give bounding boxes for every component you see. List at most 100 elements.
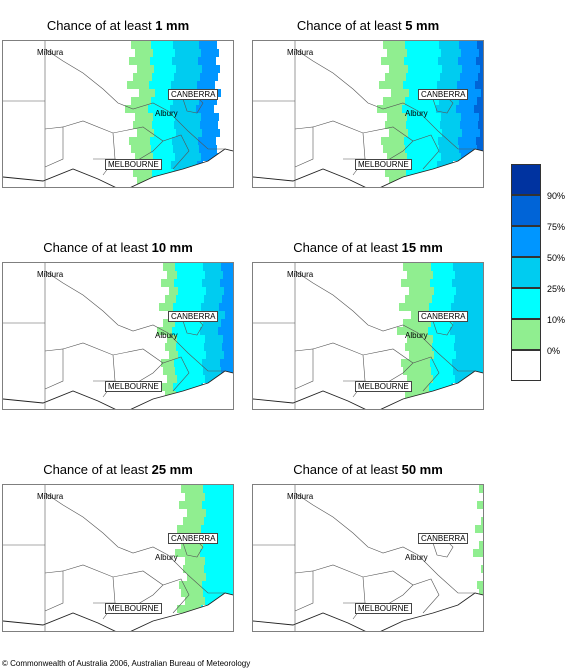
boundary-line xyxy=(312,120,440,170)
ocean-area xyxy=(253,371,483,409)
legend-tick: 10% xyxy=(547,315,566,325)
probability-cell xyxy=(474,105,483,113)
probability-cell xyxy=(139,89,155,97)
rainfall-probability-map: Mildura CANBERRA Albury MELBOURNE xyxy=(252,262,484,410)
probability-cell xyxy=(429,383,451,391)
probability-cell xyxy=(477,41,483,49)
rainfall-probability-map: Mildura CANBERRA Albury MELBOURNE xyxy=(252,484,484,632)
probability-cell xyxy=(148,105,170,113)
probability-cell xyxy=(169,287,178,295)
probability-cell xyxy=(175,153,201,161)
probability-cell xyxy=(223,335,233,343)
probability-cell xyxy=(432,343,454,351)
place-label-mildura: Mildura xyxy=(287,270,314,279)
probability-cell xyxy=(163,367,175,375)
probability-cell xyxy=(173,383,201,391)
probability-cell xyxy=(477,501,483,509)
boundary-line xyxy=(312,564,440,614)
legend-swatch-75-90 xyxy=(511,195,541,226)
probability-cell xyxy=(135,113,153,121)
probability-cell xyxy=(430,279,452,287)
legend-tick: 50% xyxy=(547,253,566,263)
probability-cell xyxy=(150,137,172,145)
probability-cell xyxy=(457,81,475,89)
probability-cell xyxy=(222,343,233,351)
panel-title: Chance of at least 1 mm xyxy=(46,18,190,33)
probability-cell xyxy=(381,137,404,145)
probability-cell xyxy=(479,541,483,549)
probability-cell xyxy=(407,271,433,279)
coastline xyxy=(3,148,233,187)
probability-cell xyxy=(459,97,477,105)
probability-cell xyxy=(181,589,203,597)
probability-cell xyxy=(460,73,478,81)
probability-cell xyxy=(383,41,405,49)
place-label-melbourne: MELBOURNE xyxy=(105,159,162,170)
panel-title: Chance of at least 10 mm xyxy=(43,240,193,255)
probability-cell xyxy=(150,57,172,65)
legend-swatch-50-75 xyxy=(511,226,541,257)
probability-cell xyxy=(200,549,233,557)
probability-cell xyxy=(478,121,483,129)
probability-cell xyxy=(428,327,450,335)
probability-cell xyxy=(439,41,459,49)
probability-cell xyxy=(200,327,218,335)
coastline xyxy=(3,592,233,631)
probability-cell xyxy=(185,597,205,605)
place-label-albury: Albury xyxy=(405,109,428,118)
probability-cell xyxy=(179,501,202,509)
panel-title: Chance of at least 25 mm xyxy=(43,462,193,477)
place-label-canberra: CANBERRA xyxy=(168,533,219,544)
probability-cell xyxy=(224,351,233,359)
probability-cell xyxy=(177,271,205,279)
probability-cell xyxy=(167,335,177,343)
probability-cell xyxy=(479,485,483,493)
probability-cell xyxy=(161,279,174,287)
place-label-canberra: CANBERRA xyxy=(418,89,469,100)
probability-cell xyxy=(403,367,431,375)
probability-cell xyxy=(155,89,177,97)
probability-cell xyxy=(476,137,483,145)
probability-cell xyxy=(481,89,483,97)
probability-cell xyxy=(481,517,483,525)
rainfall-probability-map: Mildura CANBERRA Albury MELBOURNE xyxy=(2,484,234,632)
probability-cell xyxy=(185,493,205,501)
place-label-melbourne: MELBOURNE xyxy=(105,603,162,614)
probability-cell xyxy=(163,319,175,327)
probability-cell xyxy=(183,517,204,525)
probability-cell xyxy=(179,581,202,589)
place-label-albury: Albury xyxy=(405,331,428,340)
probability-cell xyxy=(429,303,451,311)
probability-cell xyxy=(203,541,233,549)
probability-cell xyxy=(202,501,233,509)
probability-cell xyxy=(219,303,233,311)
probability-cell xyxy=(175,367,203,375)
probability-cell xyxy=(220,359,233,367)
probability-cell xyxy=(405,41,439,49)
boundary-line xyxy=(44,570,64,612)
probability-cell xyxy=(481,565,483,573)
place-label-mildura: Mildura xyxy=(287,48,314,57)
probability-cell xyxy=(181,485,203,493)
place-label-melbourne: MELBOURNE xyxy=(105,381,162,392)
probability-cell xyxy=(408,65,442,73)
place-label-canberra: CANBERRA xyxy=(168,89,219,100)
ocean-area xyxy=(3,149,233,187)
probability-cell xyxy=(385,121,406,129)
place-label-mildura: Mildura xyxy=(37,48,64,57)
probability-cell xyxy=(152,169,174,177)
rainfall-probability-map: Mildura CANBERRA Albury MELBOURNE xyxy=(252,40,484,188)
probability-cell xyxy=(456,287,483,295)
probability-cell xyxy=(477,145,483,153)
probability-cell xyxy=(218,327,233,335)
probability-cell xyxy=(174,73,200,81)
probability-cell xyxy=(452,359,483,367)
legend-tick: 25% xyxy=(547,284,566,294)
probability-cell xyxy=(161,359,174,367)
probability-cell xyxy=(202,65,220,73)
probability-cell xyxy=(401,359,430,367)
probability-cell xyxy=(479,589,483,597)
probability-cell xyxy=(383,145,405,153)
probability-cell xyxy=(205,557,233,565)
probability-cell xyxy=(453,263,483,271)
